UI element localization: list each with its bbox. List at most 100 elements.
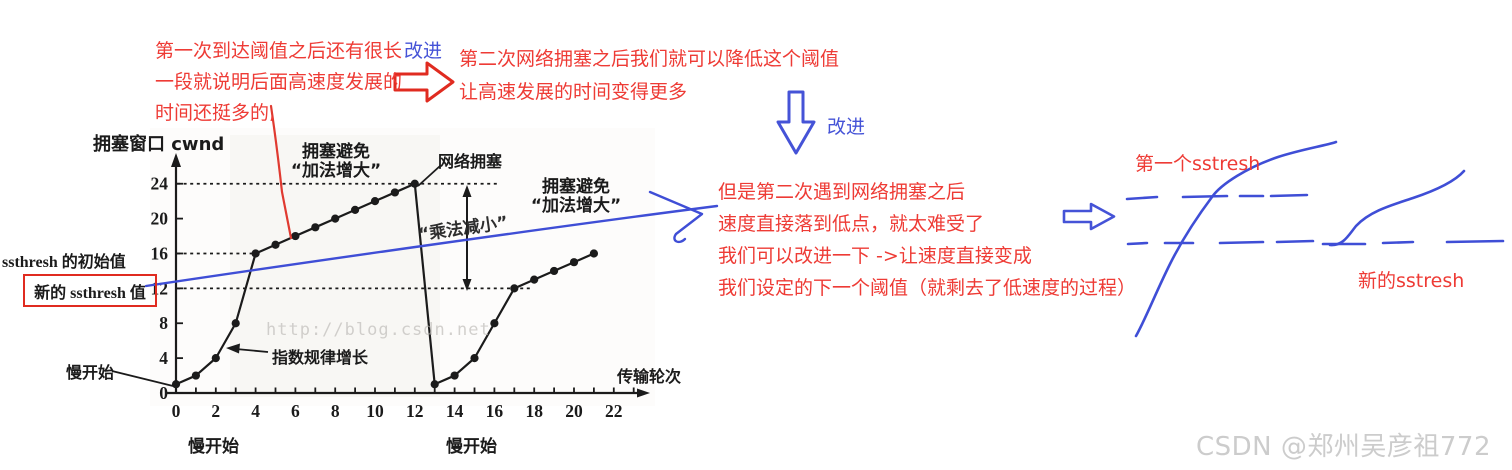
y-axis-arrowhead [171, 153, 181, 167]
label-line: “加法增大” [290, 161, 382, 181]
exponential-growth-label: 指数规律增长 [272, 348, 369, 367]
label-line: “加法增大” [530, 196, 622, 216]
data-point [231, 319, 240, 328]
ssthresh-new-box: 新的 ssthresh 值 [23, 274, 157, 307]
slow-start-label-2: 慢开始 [446, 437, 497, 457]
blue-right-arrow-icon [1062, 202, 1116, 231]
sketch-lower-dash [1275, 239, 1315, 244]
y-tick-label: 20 [151, 209, 169, 229]
congestion-avoidance-label-1: 拥塞避免 “加法增大” [277, 143, 395, 181]
note-line: 第二次网络拥塞之后我们就可以降低这个阈值 [459, 48, 840, 70]
note-line: 我们设定的下一个阈值（就剩去了低速度的过程） [718, 277, 1137, 299]
x-tick-label: 6 [291, 401, 300, 421]
x-tick-label: 22 [605, 401, 623, 421]
data-point [550, 266, 559, 276]
chart-axes [165, 160, 640, 395]
data-point [291, 231, 300, 241]
y-tick-label: 16 [151, 243, 169, 263]
x-tick-label: 10 [366, 401, 384, 421]
x-axis-arrowhead [637, 388, 650, 398]
first-ssthresh-label: 第一个sstresh [1135, 153, 1261, 175]
y-axis-title: 拥塞窗口 cwnd [93, 134, 225, 155]
x-tick-label: 18 [525, 401, 543, 421]
threshold-dashed-lines [177, 182, 531, 290]
scan-background [150, 128, 655, 406]
red-right-arrow-icon [393, 61, 455, 103]
scan-smudge [230, 135, 440, 397]
data-point [450, 371, 459, 380]
label-line: 拥塞避免 [302, 142, 370, 162]
x-tick-label: 12 [406, 401, 424, 421]
data-point [191, 371, 200, 380]
x-axis-title: 传输轮次 [617, 367, 682, 386]
data-point [331, 214, 340, 223]
sketch-lower-dash [1126, 241, 1149, 246]
sketch-new-curve [1328, 169, 1466, 247]
multiplicative-decrease-span-arrow [462, 185, 472, 291]
data-point [271, 240, 280, 249]
improve-label-2: 改进 [827, 116, 866, 138]
slow-start-axis-label: 慢开始 [66, 363, 115, 382]
y-tick-label: 4 [159, 348, 168, 368]
data-point [490, 319, 499, 328]
sketch-lower-dash [1381, 240, 1415, 245]
note-line: 让高速发展的时间变得更多 [459, 81, 688, 103]
slow-start-label-1: 慢开始 [188, 437, 239, 457]
new-ssthresh-label: 新的sstresh [1358, 270, 1465, 292]
blue-threshold-line [144, 204, 719, 288]
sketch-lower-dash [1218, 240, 1265, 245]
axis-tick-marks [176, 182, 635, 394]
data-point [430, 380, 439, 389]
improve-label-1: 改进 [404, 40, 443, 62]
note-line: 但是第二次遇到网络拥塞之后 [718, 181, 966, 203]
data-point [251, 249, 260, 258]
y-tick-label: 0 [159, 383, 168, 403]
note-line: 时间还挺多的, [155, 102, 276, 124]
exponential-growth-pointer [226, 343, 269, 354]
data-point [311, 223, 320, 232]
sketch-lower-dash [1445, 239, 1505, 244]
note-threshold-long-growth: 第一次到达阈值之后还有很长 一段就说明后面高速度发展的 时间还挺多的, [155, 36, 402, 129]
x-tick-label: 16 [486, 401, 504, 421]
note-line: 一段就说明后面高速度发展的 [155, 71, 403, 93]
x-tick-label: 4 [251, 401, 260, 421]
note-line: 速度直接落到低点，就太难受了 [718, 213, 985, 235]
improvement-sketch [1125, 140, 1505, 338]
ssthresh-initial-label: ssthresh 的初始值 [2, 254, 126, 271]
data-point [351, 205, 360, 214]
note-second-congestion: 但是第二次遇到网络拥塞之后 速度直接落到低点，就太难受了 我们可以改进一下 ->… [718, 176, 1136, 304]
sketch-first-curve [1134, 140, 1338, 338]
slow-start-pointer [111, 370, 174, 387]
x-axis-tick-labels: 0 2 4 6 8 10 12 14 16 18 20 22 [172, 401, 623, 421]
blue-threshold-arrowhead [648, 190, 704, 244]
note-line: 第一次到达阈值之后还有很长 [155, 40, 403, 62]
x-tick-label: 2 [211, 401, 220, 421]
csdn-credit-watermark: CSDN @郑州吴彦祖772 [1196, 432, 1492, 462]
blue-down-arrow-icon [776, 90, 816, 155]
x-tick-label: 0 [172, 401, 181, 421]
sketch-upper-dash [1181, 194, 1229, 199]
congestion-avoidance-label-2: 拥塞避免 “加法增大” [521, 178, 631, 216]
label-line: 拥塞避免 [542, 177, 610, 197]
note-line: 我们可以改进一下 ->让速度直接变成 [718, 245, 1032, 267]
data-point [390, 188, 399, 197]
data-point [370, 197, 380, 206]
data-point [530, 275, 539, 284]
sketch-upper-dash [1269, 193, 1309, 198]
ssthresh-new-label: 新的 ssthresh 值 [34, 284, 146, 302]
y-tick-label: 24 [151, 174, 169, 194]
network-congestion-label: 网络拥塞 [438, 152, 503, 171]
blog-url-watermark: http://blog.csdn.net [266, 320, 491, 340]
network-congestion-pointer [417, 165, 441, 187]
data-point [510, 284, 519, 293]
x-tick-label: 20 [565, 401, 583, 421]
y-tick-label: 8 [159, 313, 168, 333]
data-point [171, 380, 181, 389]
x-tick-label: 14 [446, 401, 464, 421]
note-lower-threshold: 第二次网络拥塞之后我们就可以降低这个阈值 让高速发展的时间变得更多 [459, 43, 839, 109]
series-line-multiplicative-decrease-drop [413, 183, 436, 385]
data-point [589, 249, 599, 258]
